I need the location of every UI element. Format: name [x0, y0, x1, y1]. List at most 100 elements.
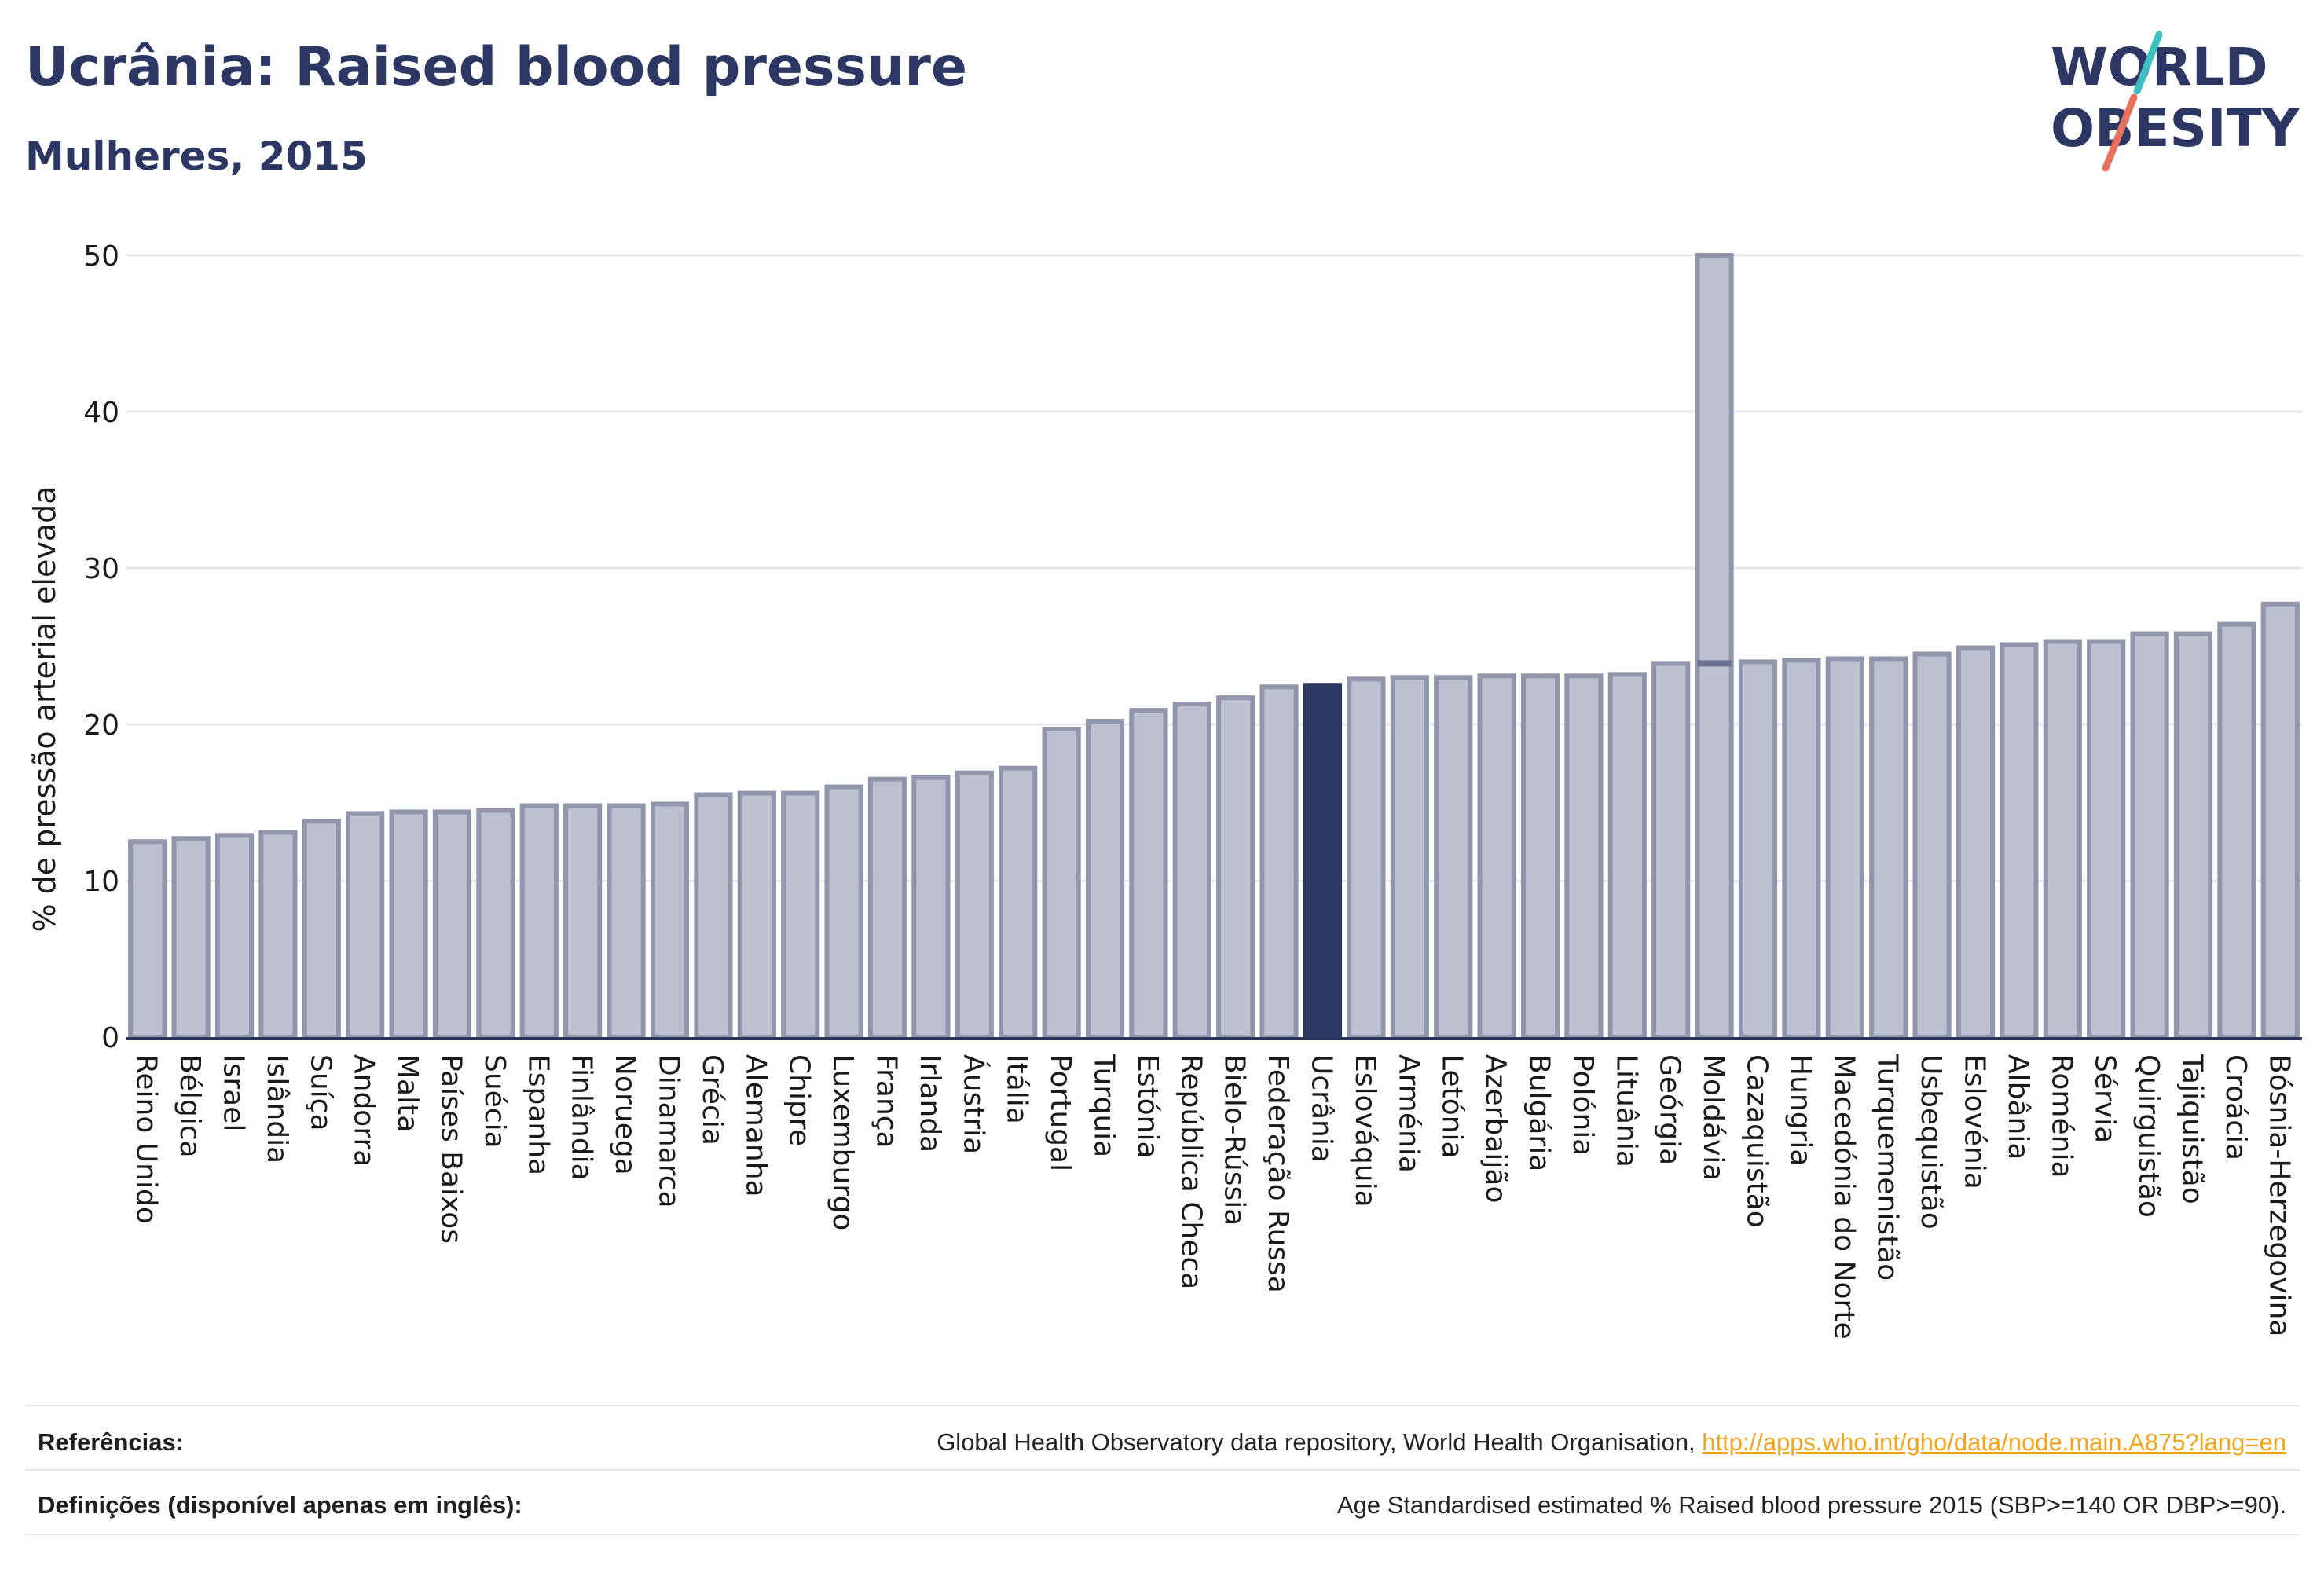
bar[interactable] — [867, 776, 907, 1040]
bar[interactable] — [389, 809, 428, 1039]
bar[interactable] — [476, 808, 515, 1039]
bar[interactable] — [302, 819, 341, 1039]
x-tick-label: Irlanda — [914, 1054, 946, 1153]
x-tick-label: Islândia — [261, 1054, 293, 1164]
x-tick-label: Bósnia-Herzegovina — [2263, 1054, 2295, 1336]
bar[interactable] — [781, 790, 820, 1039]
bar[interactable] — [1216, 695, 1255, 1039]
x-tick-label: Itália — [1001, 1054, 1033, 1124]
bar[interactable] — [1129, 708, 1168, 1040]
x-tick-label: Tajiquistão — [2176, 1054, 2209, 1204]
bar[interactable] — [1520, 673, 1560, 1039]
bar[interactable] — [1259, 684, 1299, 1039]
bar[interactable] — [1564, 673, 1604, 1039]
bar[interactable] — [1695, 253, 1734, 1039]
chart-subtitle: Mulheres, 2015 — [25, 134, 368, 179]
references-link[interactable]: http://apps.who.int/gho/data/node.main.A… — [1702, 1428, 2286, 1456]
bar[interactable] — [1477, 673, 1516, 1039]
references-label: Referências: — [38, 1428, 185, 1456]
definitions-label: Definições (disponível apenas em inglês)… — [38, 1491, 522, 1519]
bar[interactable] — [214, 833, 255, 1040]
x-tick-label: Letónia — [1436, 1054, 1468, 1159]
bar[interactable] — [128, 839, 167, 1039]
bar[interactable] — [1042, 726, 1081, 1039]
bar[interactable] — [171, 836, 211, 1040]
x-tick-label: Ucrânia — [1306, 1054, 1338, 1163]
x-tick-label: Países Baixos — [435, 1054, 467, 1244]
references-text: Global Health Observatory data repositor… — [937, 1428, 2286, 1457]
x-tick-label: Malta — [391, 1054, 423, 1132]
x-tick-label: Portugal — [1044, 1054, 1076, 1171]
bar[interactable] — [519, 803, 559, 1039]
bar[interactable] — [1869, 656, 1908, 1039]
x-tick-label: Luxemburgo — [827, 1054, 859, 1230]
x-tick-label: Suíça — [304, 1054, 336, 1131]
x-tick-label: Hungria — [1784, 1054, 1816, 1166]
bar[interactable] — [1607, 672, 1647, 1039]
x-tick-label: Reino Unido — [130, 1054, 163, 1224]
bar[interactable] — [955, 770, 994, 1039]
bar[interactable] — [2217, 621, 2256, 1039]
bar[interactable] — [1390, 675, 1429, 1039]
bar[interactable] — [737, 790, 776, 1039]
x-tick-label: Moldávia — [1697, 1054, 1729, 1181]
bar[interactable] — [1172, 702, 1211, 1039]
x-tick-label: Cazaquistão — [1741, 1054, 1773, 1228]
logo-slash-teal — [2133, 31, 2163, 95]
bar[interactable] — [1956, 645, 1996, 1039]
bar[interactable] — [1912, 651, 1952, 1039]
x-tick-label: Roménia — [2045, 1054, 2077, 1178]
definitions-text: Age Standardised estimated % Raised bloo… — [1336, 1491, 2286, 1519]
x-tick-label: Macedónia do Norte — [1827, 1054, 1860, 1340]
bar[interactable] — [999, 765, 1038, 1039]
bar[interactable] — [2043, 639, 2082, 1040]
bar[interactable] — [432, 809, 472, 1039]
bar[interactable] — [346, 811, 385, 1040]
x-tick-label: Azerbaijão — [1479, 1054, 1512, 1203]
logo-slash-red — [2102, 93, 2138, 172]
bar[interactable] — [1085, 719, 1125, 1040]
y-tick-label: 50 — [83, 240, 119, 273]
x-tick-label: Arménia — [1392, 1054, 1424, 1173]
bar[interactable] — [824, 784, 863, 1039]
x-tick-label: Usbequistão — [1915, 1054, 1947, 1230]
bar[interactable] — [1825, 656, 1864, 1039]
bar[interactable] — [2260, 601, 2300, 1039]
bar[interactable] — [1347, 676, 1386, 1039]
bar[interactable] — [2000, 642, 2039, 1039]
x-tick-label: Federação Russa — [1262, 1054, 1294, 1293]
bar[interactable] — [911, 775, 951, 1039]
bar[interactable] — [2173, 631, 2213, 1039]
x-tick-label: Bélgica — [174, 1054, 206, 1158]
x-tick-label: Finlândia — [566, 1054, 598, 1181]
x-tick-label: Grécia — [696, 1054, 728, 1145]
footer-divider-middle — [25, 1469, 2300, 1471]
bar[interactable] — [1303, 683, 1343, 1039]
bar[interactable] — [2087, 639, 2126, 1040]
bar-chart: 0 10 20 30 40 50 Reino Unido Bélgica Israel Islâ… — [27, 240, 2302, 1340]
x-tick-label: Noruega — [609, 1054, 641, 1175]
bar[interactable] — [258, 830, 298, 1040]
x-tick-label: Israel — [218, 1054, 250, 1131]
bar[interactable] — [607, 803, 646, 1039]
x-tick-label: França — [871, 1054, 903, 1149]
x-tick-label: Estónia — [1131, 1054, 1164, 1159]
x-tick-label: Bielo-Rússia — [1219, 1054, 1251, 1226]
y-tick-labels: 0 10 20 30 40 50 — [83, 240, 119, 1054]
x-tick-label: Lituânia — [1610, 1054, 1642, 1167]
bar[interactable] — [563, 803, 603, 1039]
bar[interactable] — [650, 801, 690, 1039]
bar[interactable] — [2130, 631, 2169, 1039]
bar[interactable] — [1738, 659, 1778, 1040]
bar[interactable] — [1434, 675, 1473, 1039]
x-tick-label: Turquia — [1088, 1054, 1120, 1157]
x-tick-label: Quirguistão — [2132, 1054, 2165, 1218]
bar[interactable] — [1782, 658, 1821, 1039]
y-tick-label: 0 — [101, 1022, 119, 1054]
x-tick-label: Geórgia — [1654, 1054, 1686, 1165]
y-tick-label: 20 — [83, 709, 119, 742]
x-tick-label: Chipre — [783, 1054, 816, 1146]
bar[interactable] — [1651, 661, 1691, 1039]
references-source: Global Health Observatory data repositor… — [937, 1428, 1703, 1456]
bar[interactable] — [694, 792, 733, 1039]
